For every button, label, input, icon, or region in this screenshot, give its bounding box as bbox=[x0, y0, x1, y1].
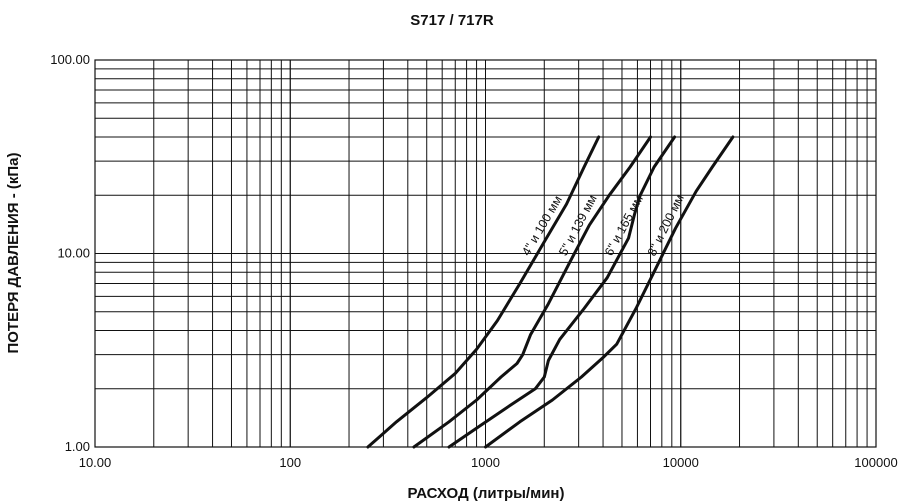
x-tick-label: 100000 bbox=[854, 455, 897, 470]
series-line-1 bbox=[366, 135, 601, 449]
x-tick-label: 10000 bbox=[663, 455, 699, 470]
grid-lines bbox=[94, 59, 877, 448]
series-line-4 bbox=[484, 135, 735, 449]
y-tick-label: 1.00 bbox=[65, 439, 90, 454]
series-line-2 bbox=[412, 135, 652, 449]
y-axis-label: ПОТЕРЯ ДАВЛЕНИЯ - (кПа) bbox=[5, 152, 22, 353]
x-tick-label: 10.00 bbox=[79, 455, 112, 470]
curves: 4" и 100 мм5" и 139 мм 6" и 165 мм8" и 20… bbox=[366, 135, 735, 449]
x-tick-label: 1000 bbox=[471, 455, 500, 470]
x-axis-label: РАСХОД (литры/мин) bbox=[408, 485, 565, 502]
y-tick-label: 10.00 bbox=[57, 246, 90, 261]
series-line-3 bbox=[447, 135, 677, 449]
y-tick-label: 100.00 bbox=[50, 52, 90, 67]
chart-title: S717 / 717R bbox=[410, 12, 494, 29]
x-tick-label: 100 bbox=[279, 455, 301, 470]
